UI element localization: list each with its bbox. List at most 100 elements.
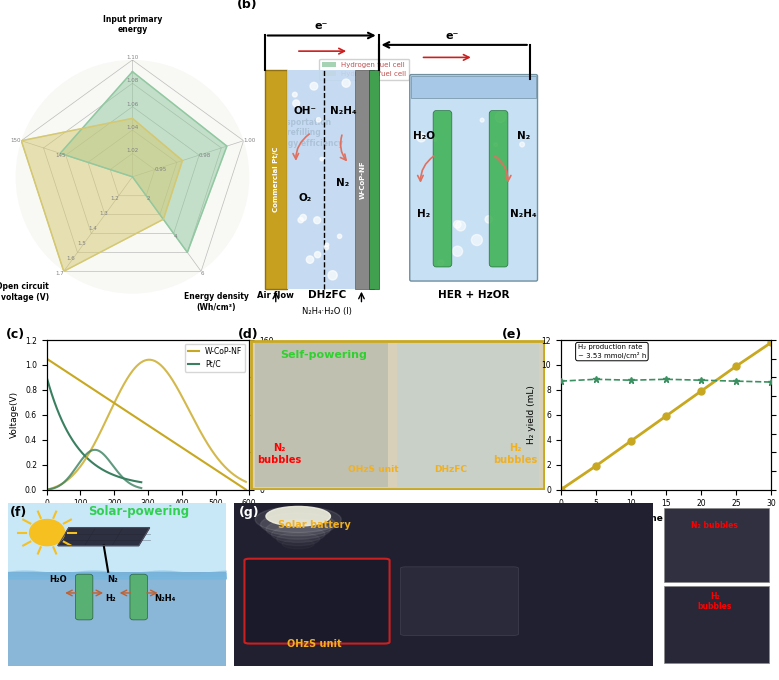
Y-axis label: Power density
(mW/cm²): Power density (mW/cm²) — [268, 388, 287, 442]
Circle shape — [314, 217, 321, 224]
Text: OH⁻: OH⁻ — [294, 105, 317, 116]
W-CoP-NF — [160, 432, 170, 441]
W-CoP-NF — [241, 486, 251, 494]
W-CoP-NF — [164, 435, 173, 443]
Text: N₂
bubbles: N₂ bubbles — [257, 443, 301, 464]
W-CoP-NF — [210, 465, 219, 473]
Text: N₂H₄·H₂O (l): N₂H₄·H₂O (l) — [302, 307, 352, 316]
Pt/C — [92, 462, 101, 470]
Circle shape — [325, 243, 329, 247]
Text: Commercial Pt/C: Commercial Pt/C — [273, 147, 279, 212]
Circle shape — [306, 256, 314, 263]
Text: e⁻: e⁻ — [445, 31, 459, 41]
Y-axis label: Voltage(V): Voltage(V) — [10, 391, 19, 439]
Text: (g): (g) — [239, 507, 259, 520]
Text: Transportation
and refilling
energy efficiency: Transportation and refilling energy effi… — [268, 118, 343, 148]
Circle shape — [316, 118, 321, 122]
Text: (e): (e) — [502, 328, 522, 341]
Text: 1.06: 1.06 — [126, 102, 139, 107]
Text: N₂: N₂ — [108, 575, 118, 583]
W-CoP-NF — [223, 473, 232, 481]
Circle shape — [266, 520, 330, 539]
Text: 1.10: 1.10 — [126, 55, 139, 60]
FancyBboxPatch shape — [433, 111, 452, 267]
Polygon shape — [21, 118, 182, 271]
FancyBboxPatch shape — [251, 341, 544, 489]
Text: 0.95: 0.95 — [155, 167, 167, 172]
Text: N₂H₄: N₂H₄ — [510, 209, 537, 219]
FancyBboxPatch shape — [8, 572, 226, 666]
Circle shape — [315, 252, 321, 258]
Text: N₂H₄: N₂H₄ — [154, 594, 175, 603]
Text: H₂: H₂ — [417, 209, 431, 219]
Text: Solar battery: Solar battery — [278, 520, 351, 530]
Pt/C — [108, 471, 117, 479]
Circle shape — [328, 271, 337, 280]
Text: H₂
bubbles: H₂ bubbles — [494, 443, 538, 464]
Circle shape — [453, 220, 461, 228]
Circle shape — [293, 100, 300, 107]
Pt/C — [73, 443, 83, 452]
Circle shape — [30, 520, 65, 545]
Text: OHzS unit: OHzS unit — [348, 464, 399, 474]
Text: Energy density
(Wh/cm³): Energy density (Wh/cm³) — [184, 292, 249, 311]
FancyBboxPatch shape — [664, 508, 769, 581]
Text: (f): (f) — [10, 507, 27, 520]
Text: 1.02: 1.02 — [126, 148, 139, 154]
Pt/C — [79, 451, 89, 459]
Text: W-CoP-NF: W-CoP-NF — [360, 160, 366, 199]
Text: N₂: N₂ — [336, 177, 350, 188]
FancyBboxPatch shape — [411, 76, 536, 98]
Circle shape — [417, 133, 425, 142]
Text: 4: 4 — [174, 233, 177, 239]
Text: Open circuit
voltage (V): Open circuit voltage (V) — [0, 282, 48, 302]
FancyBboxPatch shape — [410, 75, 538, 281]
Circle shape — [324, 245, 329, 250]
Text: HER + HzOR: HER + HzOR — [438, 290, 509, 301]
Text: N₂H₄: N₂H₄ — [330, 105, 356, 116]
Legend: Hydrogen fuel cell, Hydrazine fuel cell: Hydrogen fuel cell, Hydrazine fuel cell — [319, 58, 410, 80]
FancyBboxPatch shape — [130, 574, 147, 620]
Text: (c): (c) — [6, 328, 26, 341]
Circle shape — [271, 526, 325, 543]
FancyBboxPatch shape — [8, 503, 226, 577]
Circle shape — [453, 246, 463, 256]
FancyBboxPatch shape — [245, 559, 390, 643]
Text: 1.2: 1.2 — [110, 196, 118, 201]
FancyBboxPatch shape — [489, 111, 508, 267]
FancyBboxPatch shape — [664, 586, 769, 663]
Text: 145: 145 — [55, 152, 65, 158]
Line: W-CoP-NF: W-CoP-NF — [47, 359, 246, 490]
Text: 150: 150 — [11, 138, 21, 143]
Circle shape — [480, 118, 484, 122]
Legend: W-CoP-NF, Pt/C: W-CoP-NF, Pt/C — [185, 344, 245, 372]
Pt/C — [42, 373, 51, 381]
Circle shape — [337, 234, 342, 239]
Text: N₂: N₂ — [516, 131, 530, 141]
Text: e⁻: e⁻ — [314, 21, 328, 31]
Text: 1.08: 1.08 — [126, 78, 139, 84]
Text: H₂O: H₂O — [49, 575, 67, 583]
Circle shape — [256, 507, 341, 532]
Text: (d): (d) — [238, 328, 258, 341]
Text: Input primary
energy: Input primary energy — [103, 15, 162, 34]
Circle shape — [300, 214, 306, 221]
Text: 1.6: 1.6 — [66, 256, 75, 261]
Circle shape — [494, 143, 498, 146]
X-axis label: Time (min): Time (min) — [639, 514, 693, 523]
Text: Solar-powering: Solar-powering — [88, 505, 189, 517]
Text: H₂
bubbles: H₂ bubbles — [697, 592, 732, 611]
Text: 0.98: 0.98 — [199, 152, 211, 158]
Circle shape — [310, 82, 318, 90]
Circle shape — [495, 112, 506, 122]
Text: 1.4: 1.4 — [88, 226, 97, 231]
Text: 6: 6 — [201, 271, 205, 276]
W-CoP-NF — [42, 355, 51, 363]
Circle shape — [260, 513, 336, 536]
FancyBboxPatch shape — [397, 343, 539, 487]
FancyBboxPatch shape — [400, 567, 519, 635]
Text: O₂: O₂ — [298, 193, 312, 203]
Text: Air flow: Air flow — [257, 291, 294, 301]
FancyBboxPatch shape — [287, 70, 355, 289]
Circle shape — [292, 92, 298, 97]
